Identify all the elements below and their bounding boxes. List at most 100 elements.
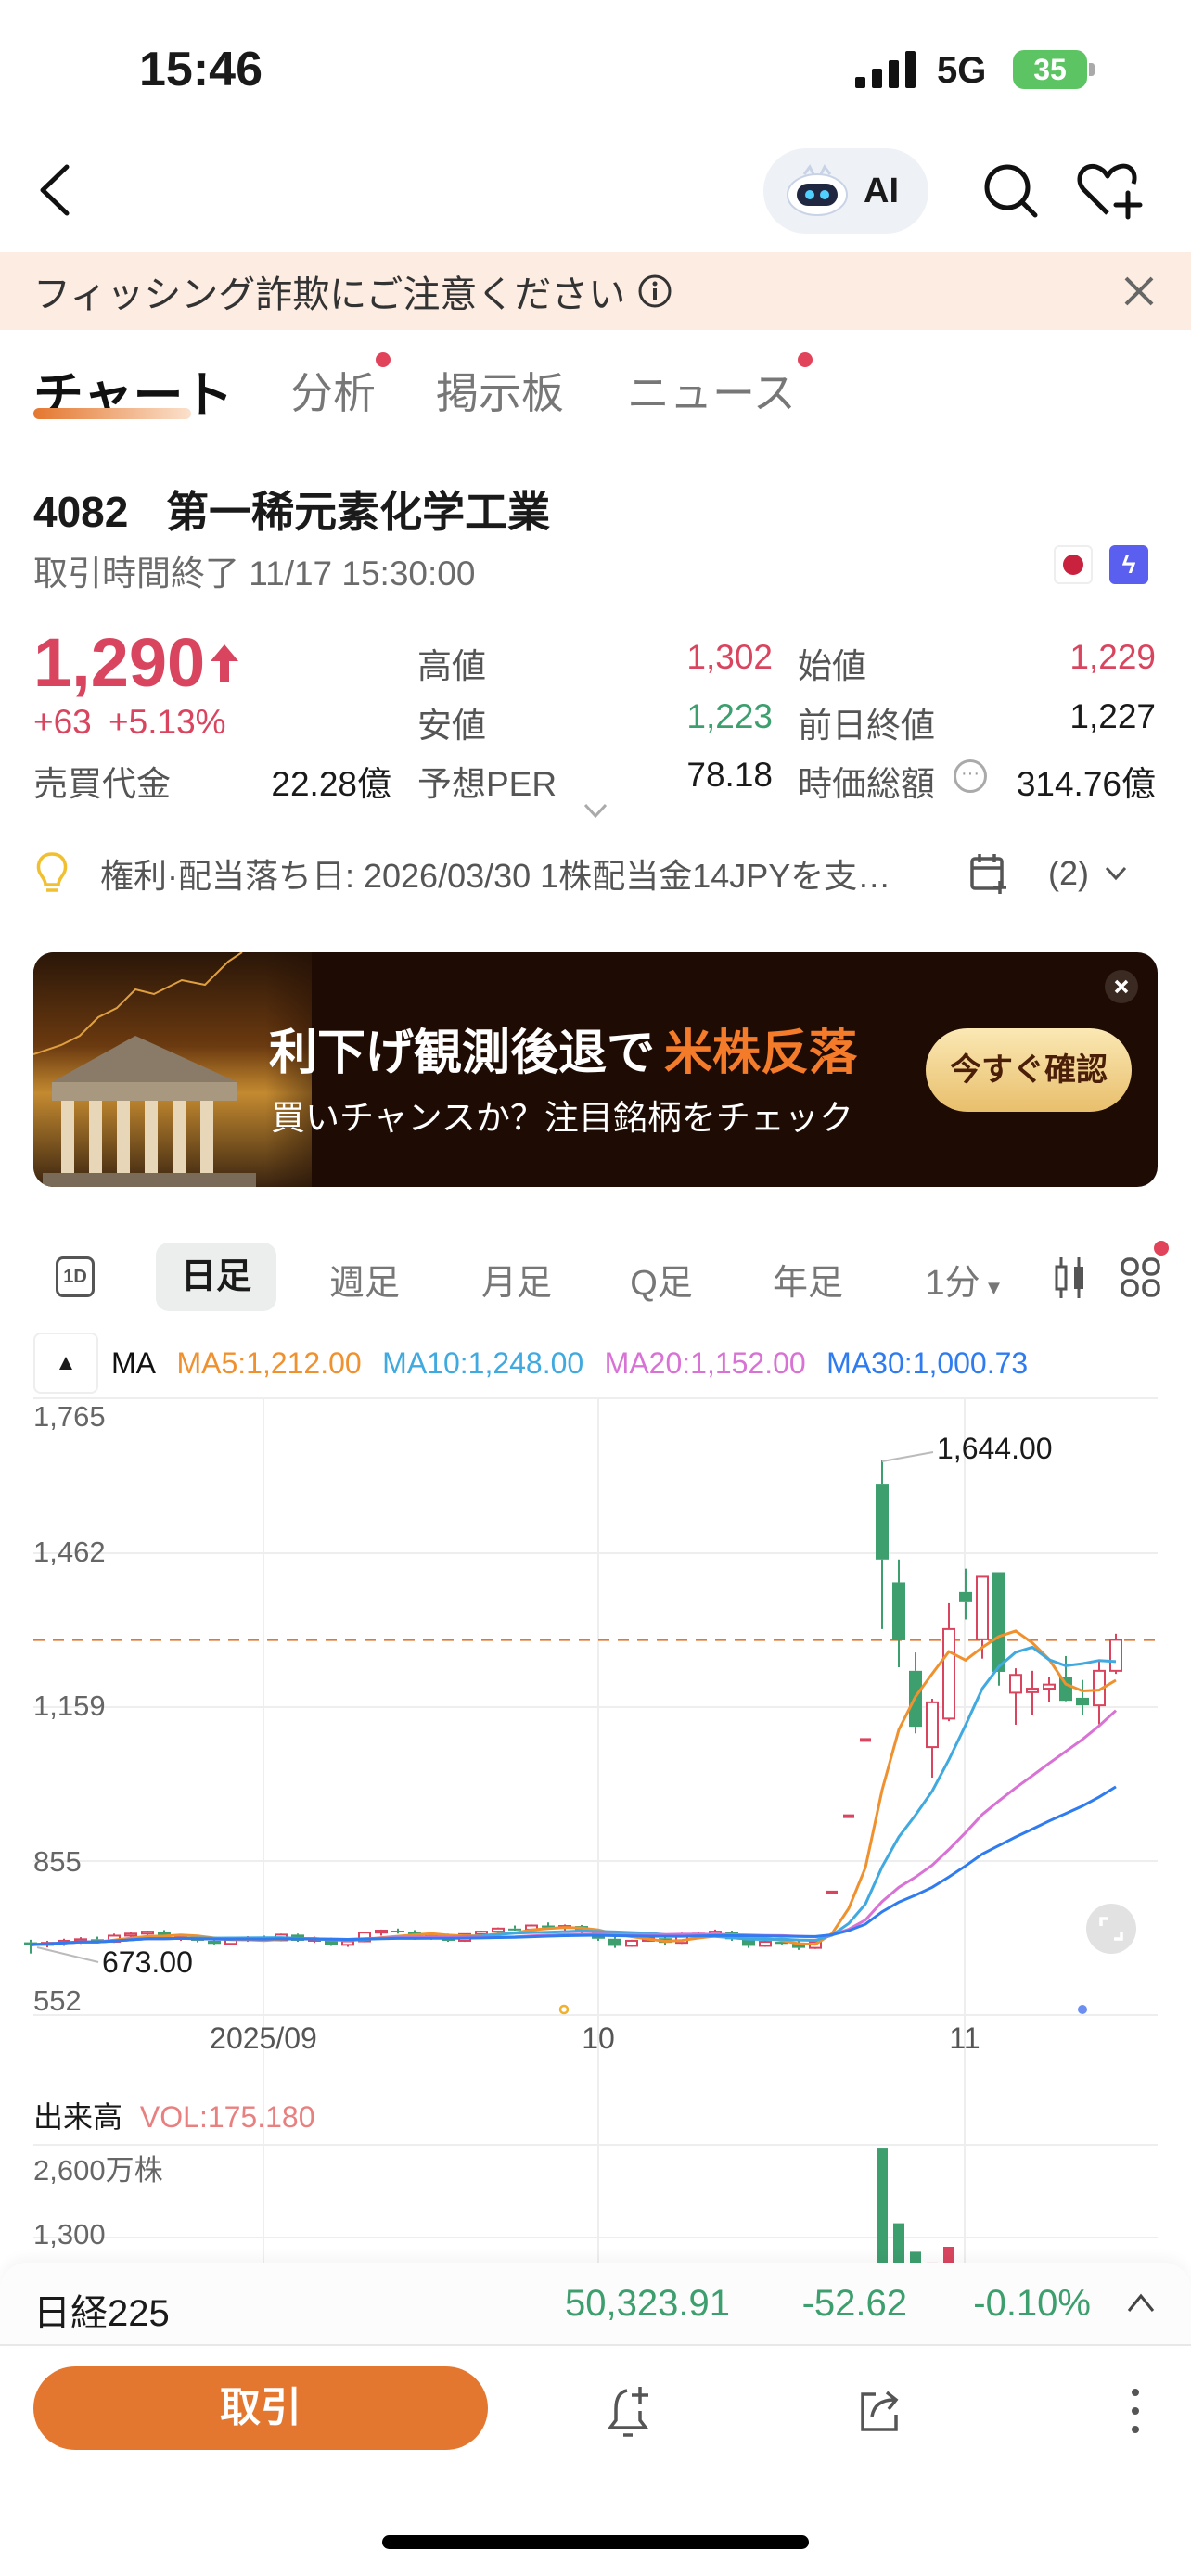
ai-button[interactable]: AI xyxy=(763,148,928,234)
candle-limit-mark xyxy=(826,1890,838,1894)
change-value: +63 xyxy=(33,703,92,741)
more-info-icon[interactable]: ··· xyxy=(954,759,987,793)
period-tab-yearly[interactable]: 年足 xyxy=(772,1264,843,1303)
candle-body-up xyxy=(1009,1674,1022,1694)
market-cap-label: 時価総額 xyxy=(798,765,935,803)
price-change: +63 +5.13% xyxy=(33,703,226,742)
chevron-up-icon[interactable] xyxy=(1126,2292,1156,2315)
candle-body-up xyxy=(976,1575,989,1640)
alert-bell-icon[interactable] xyxy=(607,2383,655,2439)
notification-dot xyxy=(1154,1241,1169,1256)
banner-subtext: 買いチャンスか？注目銘柄をチェック xyxy=(271,1099,853,1137)
per-value: 78.18 xyxy=(686,756,773,794)
tab-news[interactable]: ニュース xyxy=(627,369,796,417)
candle-body-down xyxy=(542,1925,555,1928)
candle-body-down xyxy=(876,1484,889,1560)
volume-label: 出来高 xyxy=(33,2100,123,2134)
add-watchlist-button[interactable] xyxy=(1076,159,1150,225)
y-tick-label: 1,765 xyxy=(33,1400,106,1433)
candle-body-down xyxy=(208,1940,221,1945)
search-button[interactable] xyxy=(980,159,1041,225)
per-label: 予想PER xyxy=(417,765,557,803)
network-label: 5G xyxy=(937,50,987,91)
price-value: 1,290 xyxy=(33,624,206,701)
tab-analysis[interactable]: 分析 xyxy=(290,369,376,417)
tab-board[interactable]: 掲示板 xyxy=(436,369,564,417)
promo-banner[interactable]: 利下げ観測後退で 米株反落 買いチャンスか？注目銘柄をチェック 今すぐ確認 xyxy=(33,952,1158,1187)
ma-label: MA xyxy=(111,1346,156,1380)
arrow-up-icon xyxy=(211,644,239,682)
period-tab-daily[interactable]: 日足 xyxy=(156,1243,276,1311)
stock-code: 4082 xyxy=(33,488,129,536)
share-icon[interactable] xyxy=(857,2387,905,2435)
index-value: 50,323.91 xyxy=(565,2283,730,2324)
candle-body-up xyxy=(341,1940,354,1946)
margin-badge-icon: ϟ xyxy=(1109,545,1148,584)
chevron-left-icon xyxy=(40,164,70,216)
expand-icon xyxy=(1099,1917,1123,1941)
intraday-1d-button[interactable]: 1D xyxy=(56,1256,95,1297)
candle-body-down xyxy=(508,1928,521,1931)
ma30-line xyxy=(30,1785,1117,1946)
period-tab-monthly[interactable]: 月足 xyxy=(480,1264,552,1303)
turnover-label: 売買代金 xyxy=(33,765,171,803)
candle-body-down xyxy=(391,1930,404,1932)
y-tick-label: 855 xyxy=(33,1845,82,1878)
banner-close-button[interactable] xyxy=(1105,970,1138,1003)
x-tick-label: 10 xyxy=(582,2021,615,2055)
volume-header: 出来高 VOL:175.180 xyxy=(33,2094,315,2136)
candle-body-up xyxy=(1026,1688,1039,1693)
close-icon[interactable] xyxy=(1122,274,1156,308)
heart-plus-icon xyxy=(1077,163,1143,220)
fullscreen-button[interactable] xyxy=(1086,1904,1136,1954)
ma30-value: MA30:1,000.73 xyxy=(826,1346,1029,1380)
volume-bar xyxy=(943,2247,954,2263)
stock-name: 第一稀元素化学工業 xyxy=(166,488,551,536)
back-button[interactable] xyxy=(28,159,83,221)
candle-body-down xyxy=(608,1938,621,1946)
volume-bar xyxy=(877,2148,888,2263)
candle-limit-mark xyxy=(843,1814,854,1818)
candle-body-down xyxy=(91,1939,104,1943)
indicators-grid-icon[interactable] xyxy=(1121,1257,1161,1298)
index-ticker-bar[interactable]: 日経225 50,323.91 -52.62 -0.10% xyxy=(0,2263,1191,2346)
ma-toggle-button[interactable]: ▲ xyxy=(33,1333,98,1394)
candle-body-down xyxy=(742,1939,755,1946)
open-label: 始値 xyxy=(798,647,866,685)
candle-body-up xyxy=(375,1929,388,1934)
candle-body-up xyxy=(358,1932,371,1943)
price-chart[interactable] xyxy=(0,1391,1191,2263)
calendar-add-icon[interactable] xyxy=(968,851,1009,896)
dividend-row[interactable]: 権利·配当落ち日: 2026/03/30 1株配当金14JPYを支… (2) xyxy=(33,846,1158,901)
candlestick-icon[interactable] xyxy=(1054,1256,1087,1300)
prev-close-label: 前日終値 xyxy=(798,707,935,745)
headline-orange: 米株反落 xyxy=(664,1027,858,1080)
volume-tick-label: 1,300 xyxy=(33,2218,106,2251)
candle-body-down xyxy=(992,1572,1005,1672)
candle-body-up xyxy=(475,1931,488,1935)
candle-body-up xyxy=(124,1932,137,1937)
period-tab-weekly[interactable]: 週足 xyxy=(328,1264,400,1303)
dividend-count[interactable]: (2) xyxy=(1048,854,1089,892)
candle-body-up xyxy=(1043,1683,1056,1690)
low-label: 安値 xyxy=(417,707,486,745)
banner-cta-button[interactable]: 今すぐ確認 xyxy=(926,1028,1132,1112)
phishing-warning-bar[interactable]: フィッシング詐欺にご注意ください xyxy=(0,252,1191,330)
candle-body-down xyxy=(1076,1697,1089,1706)
tab-chart-underline xyxy=(33,408,191,419)
candle-body-up xyxy=(926,1701,939,1749)
robot-icon xyxy=(787,164,848,216)
y-tick-label: 552 xyxy=(33,1984,82,2017)
period-tab-quarterly[interactable]: Q足 xyxy=(630,1264,693,1303)
chevron-down-icon[interactable] xyxy=(1104,864,1128,883)
ma-legend: MA MA5:1,212.00 MA10:1,248.00 MA20:1,152… xyxy=(111,1346,1044,1381)
candle-body-down xyxy=(892,1582,905,1640)
min-label-leader xyxy=(36,1946,99,1963)
warning-text: フィッシング詐欺にご注意ください xyxy=(33,274,626,315)
trade-button[interactable]: 取引 xyxy=(33,2366,488,2450)
current-price: 1,290 xyxy=(33,623,240,702)
expand-chevron-icon[interactable] xyxy=(583,801,608,820)
more-icon[interactable] xyxy=(1126,2385,1145,2437)
minute-dropdown[interactable]: 1分 ▼ xyxy=(918,1254,1011,1305)
lightbulb-icon xyxy=(36,852,68,892)
